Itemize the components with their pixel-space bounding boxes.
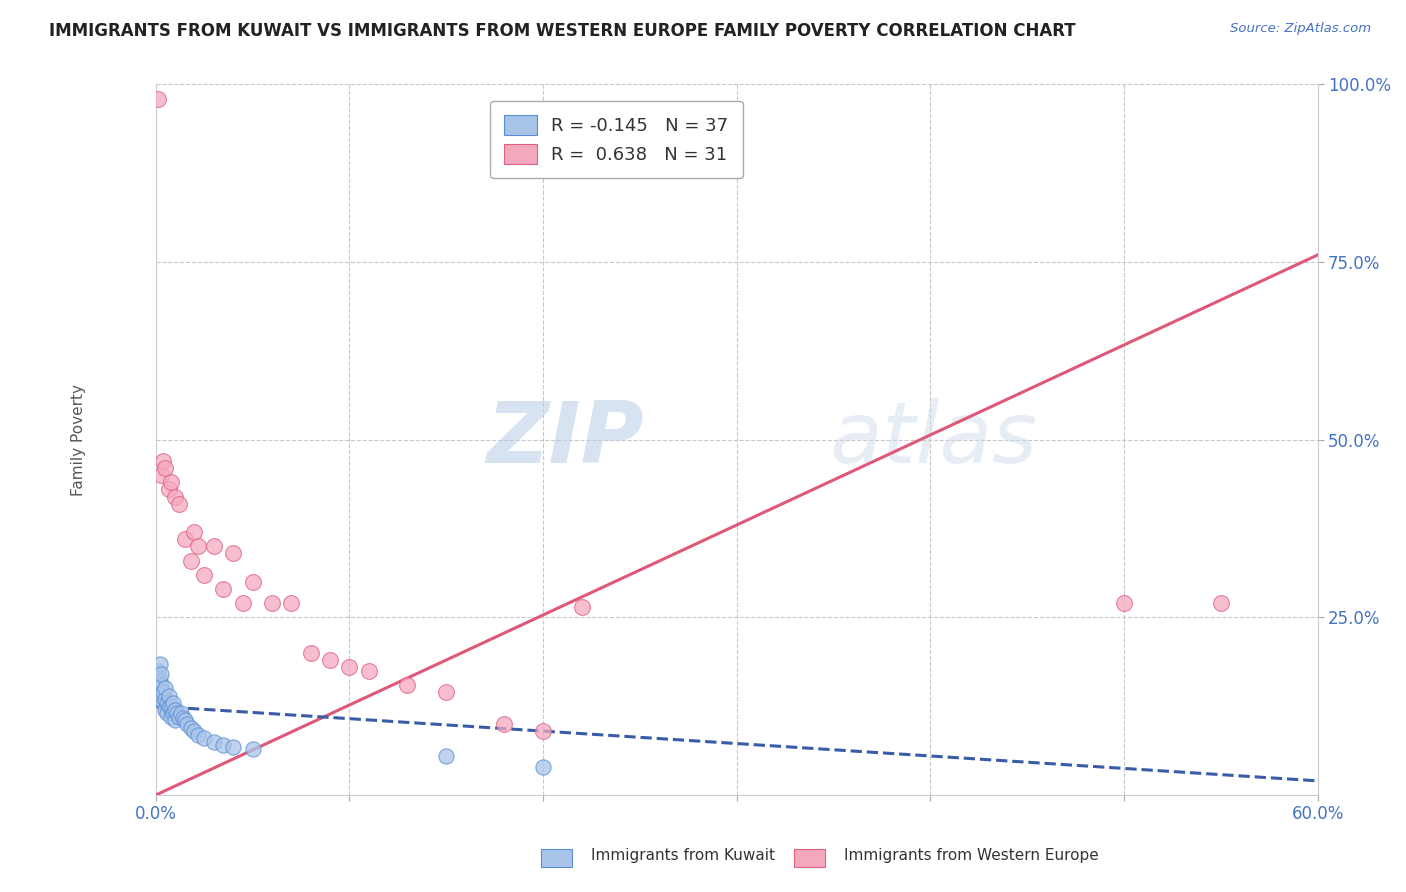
Point (155, 461, 177, 475)
Point (155, 703, 177, 717)
Point (165, 703, 187, 717)
Text: IMMIGRANTS FROM KUWAIT VS IMMIGRANTS FROM WESTERN EUROPE FAMILY POVERTY CORRELAT: IMMIGRANTS FROM KUWAIT VS IMMIGRANTS FRO… (49, 22, 1076, 40)
Point (146, 92, 169, 106)
Point (1112, 596, 1135, 610)
Point (148, 674, 170, 689)
Point (357, 664, 380, 678)
Point (170, 706, 193, 721)
Point (152, 685, 174, 699)
Point (337, 660, 360, 674)
Point (183, 724, 205, 739)
Text: ZIP: ZIP (486, 398, 644, 482)
Point (167, 710, 190, 724)
Point (150, 678, 173, 692)
Point (193, 567, 215, 582)
Point (232, 596, 254, 610)
Text: Immigrants from Western Europe: Immigrants from Western Europe (844, 848, 1098, 863)
Point (176, 717, 198, 731)
Point (150, 667, 173, 681)
Point (202, 539, 225, 553)
Point (299, 646, 322, 660)
Point (222, 546, 245, 560)
Text: Immigrants from Kuwait: Immigrants from Kuwait (591, 848, 775, 863)
Legend: R = -0.145   N = 37, R =  0.638   N = 31: R = -0.145 N = 37, R = 0.638 N = 31 (491, 101, 742, 178)
Point (156, 706, 179, 721)
Point (531, 759, 554, 773)
Point (571, 599, 593, 614)
Point (152, 454, 174, 468)
Point (173, 714, 195, 728)
Point (150, 689, 173, 703)
Point (157, 699, 180, 714)
Point (1209, 596, 1232, 610)
Point (156, 696, 179, 710)
Point (152, 696, 174, 710)
Point (396, 678, 419, 692)
Point (494, 717, 516, 731)
Point (150, 468, 173, 483)
Point (319, 653, 342, 667)
Point (162, 696, 184, 710)
Text: atlas: atlas (830, 398, 1038, 482)
Point (160, 699, 183, 714)
Point (180, 721, 202, 735)
Point (222, 739, 245, 754)
Point (212, 739, 235, 753)
Point (187, 728, 209, 742)
Point (183, 525, 205, 540)
Point (146, 664, 169, 678)
Point (212, 582, 235, 596)
Point (280, 596, 302, 610)
Point (157, 483, 180, 497)
Point (148, 657, 170, 671)
Point (260, 596, 283, 610)
Point (165, 490, 187, 504)
Point (242, 574, 264, 589)
Point (166, 706, 188, 721)
Point (242, 742, 264, 756)
Y-axis label: Family Poverty: Family Poverty (72, 384, 86, 496)
Point (167, 497, 190, 511)
Point (187, 539, 209, 553)
Point (434, 685, 457, 699)
Point (157, 689, 180, 703)
Point (180, 553, 202, 567)
Point (202, 735, 225, 749)
Point (434, 749, 457, 764)
Point (155, 692, 177, 706)
Point (160, 710, 183, 724)
Point (193, 731, 215, 746)
Point (172, 711, 194, 725)
Text: Source: ZipAtlas.com: Source: ZipAtlas.com (1230, 22, 1371, 36)
Point (162, 706, 184, 721)
Point (531, 724, 554, 739)
Point (165, 714, 187, 728)
Point (155, 681, 177, 696)
Point (173, 533, 195, 547)
Point (160, 475, 183, 490)
